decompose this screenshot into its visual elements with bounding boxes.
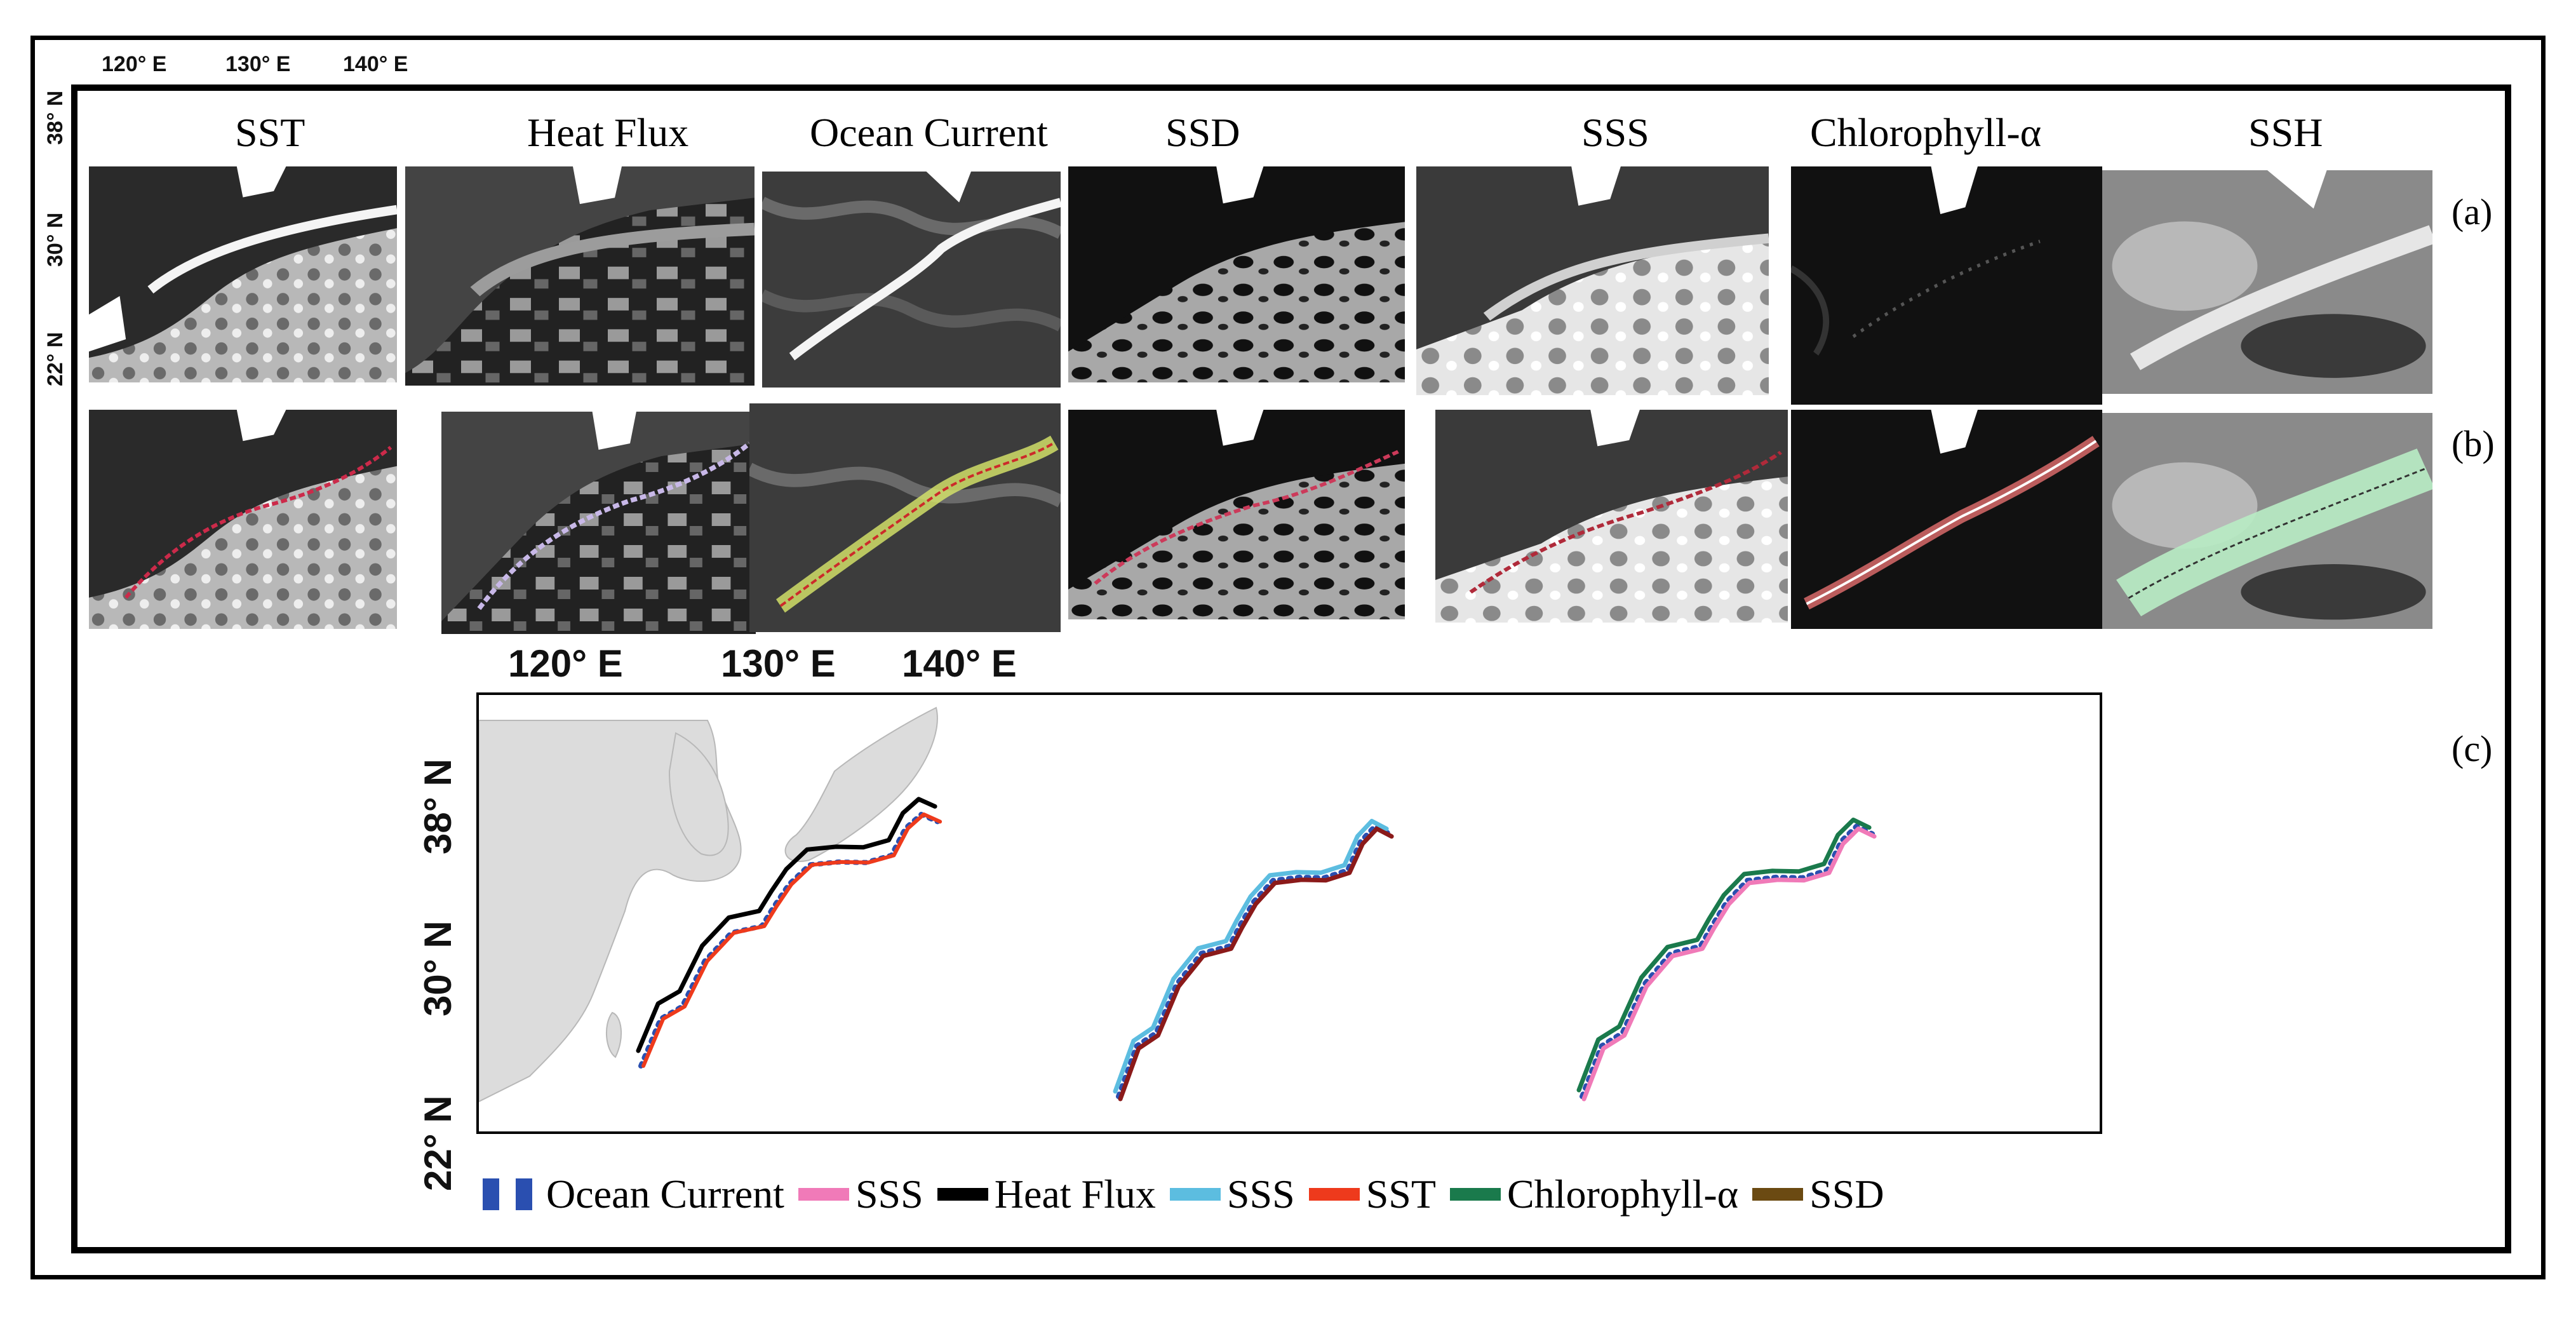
ocean-current-line [1116,823,1393,1099]
korea-peninsula [668,732,729,856]
ssh-front-overlay-image [2102,413,2432,629]
legend-item-sst: SST [1308,1171,1436,1218]
legend: Ocean Current SSS Heat Flux SSS SST Chlo… [483,1166,1898,1223]
panel-ssd-b [1068,410,1405,619]
panel-chlorophyll-b [1791,410,2102,629]
legend-item-heat-flux: Heat Flux [937,1171,1156,1218]
panel-ssh-b [2102,413,2432,629]
panel-heat-flux-a [405,166,755,386]
legend-label: Ocean Current [546,1171,784,1217]
map-lat-label-30: 30° N [417,921,459,1016]
ocean-current-line [1580,823,1875,1099]
front-group-middle [1113,819,1394,1102]
panel-title-ssh: SSH [2248,110,2323,155]
heat-flux-front-overlay-image [441,412,756,634]
panel-ocean-current-b [749,403,1061,632]
front-group-left [636,797,943,1069]
ocean-current-field-image [762,172,1061,388]
legend-label: Heat Flux [994,1171,1156,1217]
sst-field-image [89,166,397,382]
panel-ssh-a [2102,170,2432,394]
legend-swatch [1169,1188,1221,1201]
front-lines-plot [478,706,1877,1103]
heat-flux-line [636,797,937,1053]
legend-label: SST [1365,1171,1436,1217]
front-group-right [1576,818,1877,1102]
top-lat-label-38: 38° N [43,90,67,145]
map-lon-label-120: 120° E [508,642,623,685]
panel-title-sss: SSS [1581,110,1649,155]
top-lon-label-130: 130° E [225,52,291,76]
sss-field-image [1416,166,1769,395]
panel-sst-b [89,410,397,629]
inner-frame [71,84,2511,1253]
panel-sss-b [1435,410,1788,623]
land-coastline [478,706,938,1103]
panel-heat-flux-b [441,412,756,634]
panel-title-chlorophyll: Chlorophyll-α [1810,110,2042,155]
panel-title-heat-flux: Heat Flux [527,110,689,155]
sst-front-overlay-image [89,410,397,629]
map-lon-label-130: 130° E [721,642,836,685]
map-lat-label-38: 38° N [417,759,459,854]
row-label-b: (b) [2452,423,2495,464]
legend-swatch [483,1178,540,1210]
panel-ocean-current-a [762,172,1061,388]
map-lon-label-140: 140° E [902,642,1017,685]
legend-item-ssd: SSD [1752,1171,1884,1218]
ssd-line [1118,826,1394,1102]
legend-item-ocean-current: Ocean Current [483,1171,784,1218]
ssh-field-image [2102,170,2432,394]
top-lon-label-120: 120° E [102,52,167,76]
sss-pink-line [1581,826,1877,1102]
heat-flux-field-image [405,166,755,386]
front-comparison-map [476,692,2102,1134]
legend-label: SSD [1809,1171,1884,1217]
ocean-current-line [638,811,941,1069]
panel-chlorophyll-a [1791,166,2102,405]
legend-item-sss-pink: SSS [798,1171,923,1218]
panel-sst-a [89,166,397,382]
legend-swatch [798,1188,849,1201]
legend-swatch [1308,1188,1360,1201]
legend-label: Chlorophyll-α [1506,1171,1739,1217]
sss-front-overlay-image [1435,410,1788,623]
chlorophyll-front-overlay-image [1791,410,2102,629]
row-label-a: (a) [2452,191,2493,233]
panel-sss-a [1416,166,1769,395]
panel-ssd-a [1068,166,1405,382]
chlorophyll-line [1576,818,1872,1093]
ocean-current-front-overlay-image [749,403,1061,632]
legend-label: SSS [855,1171,923,1217]
map-lat-label-22: 22° N [417,1095,459,1191]
ssd-front-overlay-image [1068,410,1405,619]
legend-swatch [1752,1188,1804,1201]
row-label-c: (c) [2452,728,2493,769]
outer-frame [30,36,2546,1279]
panel-title-sst: SST [235,110,305,155]
legend-label: SSS [1226,1171,1295,1217]
ssd-field-image [1068,166,1405,382]
legend-item-chlorophyll: Chlorophyll-α [1449,1171,1739,1218]
sst-line [641,812,943,1068]
sss-blue-line [1113,819,1389,1094]
top-lat-label-30: 30° N [43,212,67,267]
legend-swatch [1449,1188,1501,1201]
legend-swatch [937,1188,988,1201]
legend-item-sss-blue: SSS [1169,1171,1295,1218]
japan-islands [784,706,938,862]
top-lon-label-140: 140° E [343,52,408,76]
panel-title-ssd: SSD [1165,110,1240,155]
chlorophyll-field-image [1791,166,2102,405]
top-lat-label-22: 22° N [43,332,67,386]
taiwan-island [605,1011,622,1058]
panel-title-ocean-current: Ocean Current [810,110,1048,155]
